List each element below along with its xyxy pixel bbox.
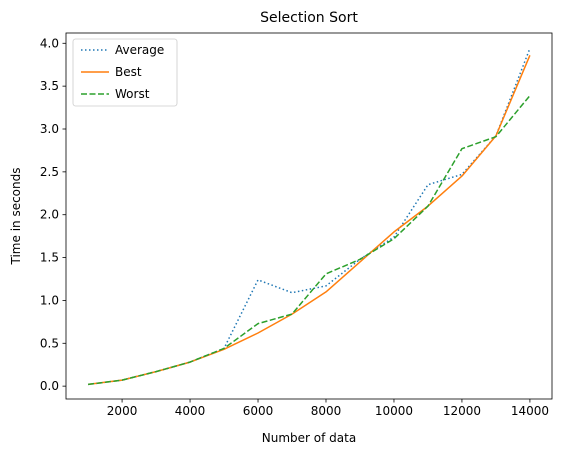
y-tick-label: 3.0 [40, 122, 59, 136]
series-line-worst [88, 95, 531, 386]
y-tick-label: 0.0 [40, 379, 59, 393]
y-tick-label: 1.0 [40, 293, 59, 307]
series-line-average [88, 48, 531, 386]
plot-lines [88, 48, 531, 386]
x-tick-label: 8000 [311, 404, 342, 418]
y-axis-ticks: 0.0 0.5 1.0 1.5 2.0 2.5 3.0 3.5 4.0 [40, 36, 66, 393]
x-tick-label: 10000 [375, 404, 413, 418]
x-tick-label: 12000 [443, 404, 481, 418]
legend-label-average: Average [115, 43, 164, 57]
x-tick-label: 2000 [107, 404, 138, 418]
chart-title: Selection Sort [260, 10, 358, 26]
axes-frame [65, 32, 553, 400]
legend-label-best: Best [115, 65, 142, 79]
legend-label-worst: Worst [115, 87, 150, 101]
x-axis-label: Number of data [262, 431, 356, 445]
legend: Average Best Worst [72, 38, 178, 107]
series-line-best [88, 55, 531, 386]
y-tick-label: 4.0 [40, 36, 59, 50]
y-tick-label: 2.5 [40, 165, 59, 179]
x-tick-label: 6000 [243, 404, 274, 418]
x-tick-label: 4000 [175, 404, 206, 418]
y-tick-label: 0.5 [40, 336, 59, 350]
x-tick-label: 14000 [511, 404, 549, 418]
y-tick-label: 2.0 [40, 208, 59, 222]
y-tick-label: 3.5 [40, 79, 59, 93]
x-axis-ticks: 2000 4000 6000 8000 10000 12000 14000 [107, 399, 549, 418]
legend-box [72, 38, 178, 107]
y-tick-label: 1.5 [40, 251, 59, 265]
y-axis-label: Time in seconds [9, 168, 23, 266]
